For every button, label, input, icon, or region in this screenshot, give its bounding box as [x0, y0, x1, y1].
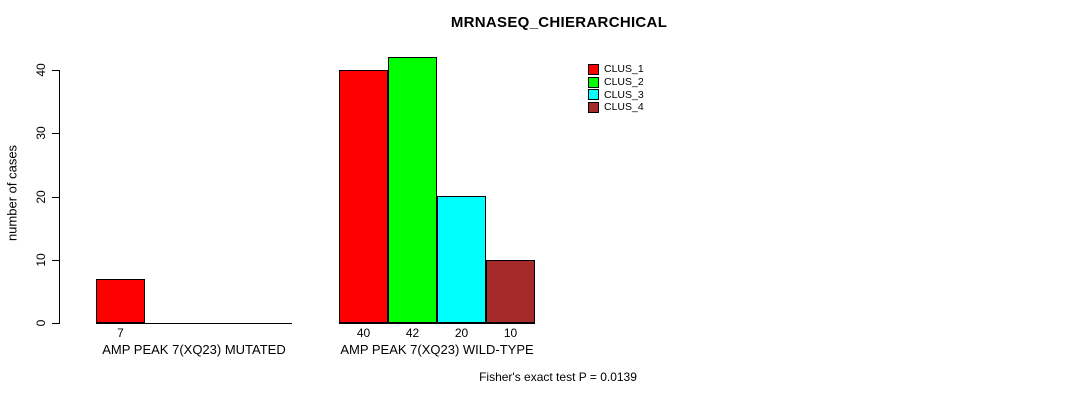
- y-axis-line: [59, 70, 60, 324]
- legend-swatch-clus_2: [588, 76, 599, 88]
- legend-swatch-clus_1: [588, 63, 599, 75]
- bar-value-label: 7: [117, 326, 124, 340]
- legend-label: CLUS_1: [604, 63, 644, 76]
- annotation-fishers-test: Fisher's exact test P = 0.0139: [479, 370, 637, 384]
- y-tick-label: 40: [34, 63, 48, 77]
- legend: CLUS_1 CLUS_2 CLUS_3 CLUS_4: [588, 63, 644, 114]
- y-tick-label: 10: [34, 253, 48, 267]
- group-baseline: [339, 323, 535, 324]
- legend-swatch-clus_3: [588, 89, 599, 101]
- bar-clus_2-group2: [388, 57, 437, 323]
- y-axis-label: number of cases: [4, 144, 20, 242]
- y-tick-label: 30: [34, 126, 48, 140]
- group-baseline: [96, 323, 292, 324]
- y-tick: [52, 260, 59, 261]
- legend-swatch-clus_4: [588, 101, 599, 113]
- legend-row: CLUS_3: [588, 88, 644, 101]
- legend-row: CLUS_4: [588, 101, 644, 114]
- bar-clus_4-group2: [486, 260, 535, 323]
- legend-label: CLUS_2: [604, 76, 644, 89]
- chart-title: MRNASEQ_CHIERARCHICAL: [450, 14, 668, 31]
- y-tick-label: 20: [34, 190, 48, 204]
- group-label: AMP PEAK 7(XQ23) MUTATED: [102, 342, 286, 357]
- y-tick: [52, 323, 59, 324]
- group-label: AMP PEAK 7(XQ23) WILD-TYPE: [340, 342, 534, 357]
- y-tick: [52, 197, 59, 198]
- bar-value-label: 42: [405, 326, 420, 340]
- legend-label: CLUS_3: [604, 88, 644, 101]
- bar-value-label: 10: [503, 326, 518, 340]
- y-tick: [52, 133, 59, 134]
- bar-value-label: 40: [356, 326, 371, 340]
- bar-clus_3-group2: [437, 196, 486, 323]
- y-tick-label: 0: [34, 319, 48, 327]
- bar-value-label: 20: [454, 326, 469, 340]
- legend-row: CLUS_2: [588, 76, 644, 89]
- legend-row: CLUS_1: [588, 63, 644, 76]
- bar-clus_1-group2: [339, 70, 388, 323]
- bar-clus_1-group1: [96, 279, 145, 323]
- legend-label: CLUS_4: [604, 101, 644, 114]
- y-tick: [52, 70, 59, 71]
